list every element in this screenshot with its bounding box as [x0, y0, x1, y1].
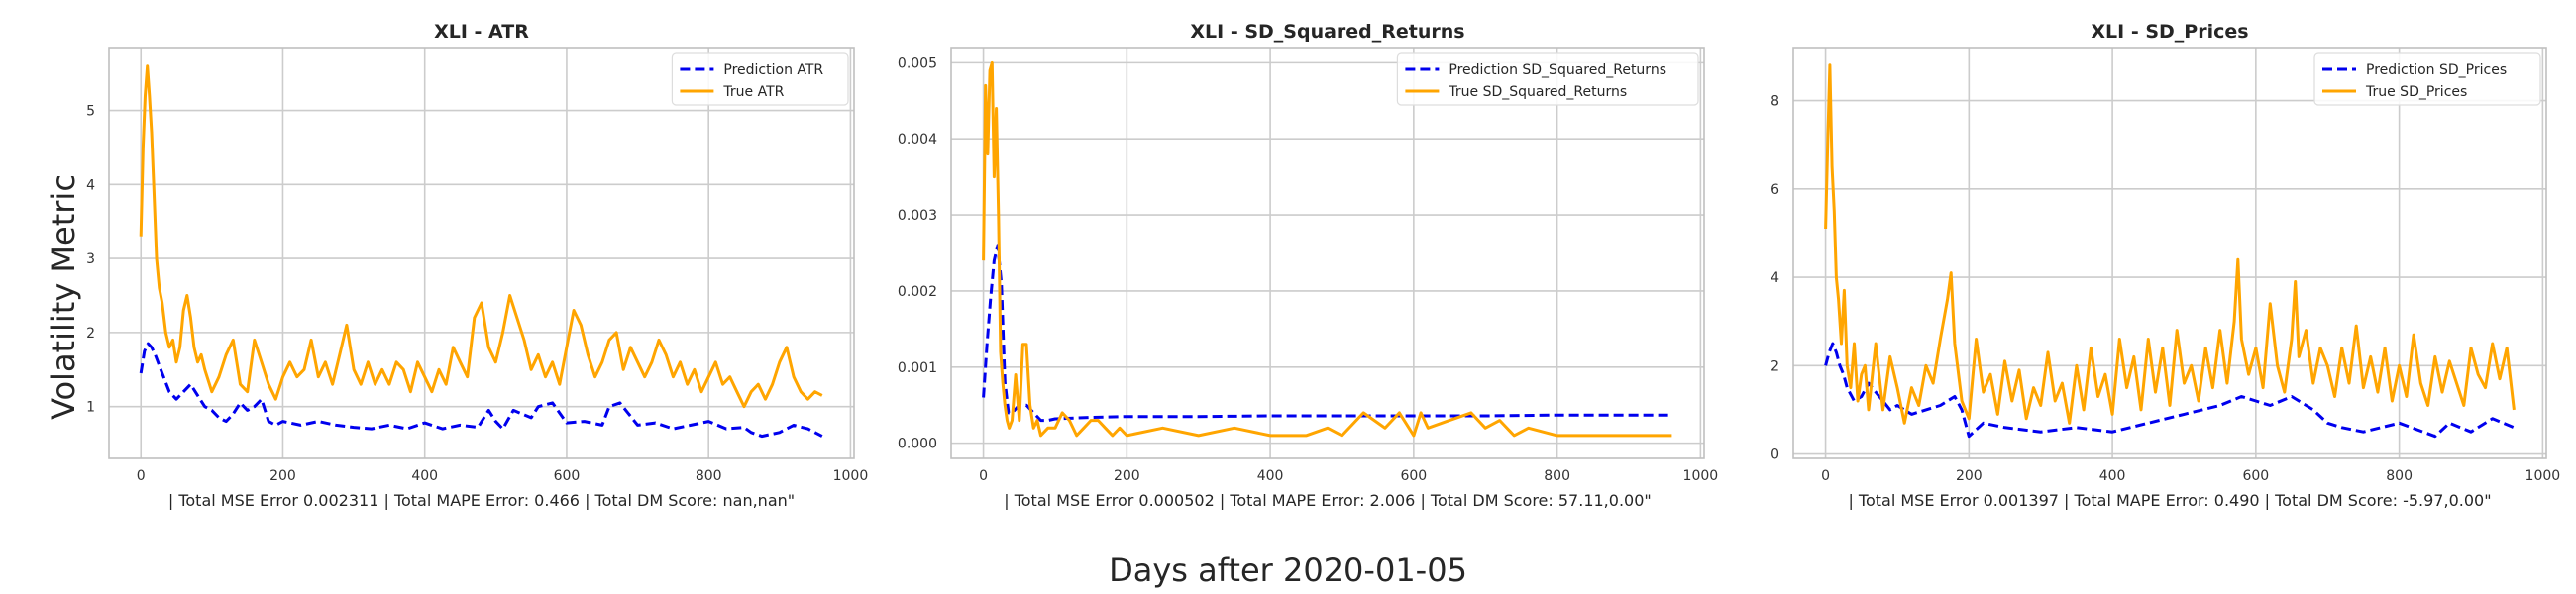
- y-tick-label: 0.003: [898, 208, 937, 224]
- y-tick-label: 8: [1771, 94, 1779, 110]
- legend-label: Prediction SD_Squared_Returns: [1449, 62, 1666, 78]
- chart-metrics-label: | Total MSE Error 0.001397 | Total MAPE …: [1848, 491, 2491, 510]
- series-line-true-atr: [139, 64, 823, 409]
- x-tick-label: 200: [1114, 468, 1140, 484]
- y-tick-label: 0.001: [898, 360, 937, 376]
- y-tick-label: 4: [86, 177, 95, 193]
- y-tick-label: 5: [86, 104, 95, 120]
- y-tick-label: 0.005: [898, 55, 937, 71]
- x-tick-label: 400: [1257, 468, 1284, 484]
- y-tick-label: 1: [86, 400, 95, 416]
- x-tick-label: 200: [1956, 468, 1983, 484]
- plot-frame: [950, 47, 1705, 459]
- legend-label: True SD_Squared_Returns: [1448, 84, 1627, 100]
- series-line-true-sd-prices: [1824, 63, 2516, 425]
- plot-area: [951, 48, 1704, 458]
- figure-x-label: Days after 2020-01-05: [1109, 551, 1467, 589]
- legend-box: [671, 52, 849, 106]
- x-tick-label: 400: [2099, 468, 2126, 484]
- x-tick-label: 600: [2242, 468, 2269, 484]
- chart-metrics-label: | Total MSE Error 0.000502 | Total MAPE …: [1004, 491, 1652, 510]
- x-tick-label: 800: [696, 468, 722, 484]
- x-tick-label: 0: [137, 468, 146, 484]
- y-tick-label: 0: [1771, 447, 1779, 463]
- y-tick-label: 3: [86, 251, 95, 267]
- legend-box: [2313, 52, 2541, 106]
- y-tick-label: 2: [1771, 358, 1779, 374]
- chart-panel-sd-prices: 0 200 400 600 800 1000 0 2 4 6 8 XLI - SD_Prices | T…: [1771, 21, 2560, 510]
- x-tick-label: 200: [269, 468, 296, 484]
- legend-label: True ATR: [722, 84, 784, 100]
- series-line-prediction-sd-prices: [1824, 342, 2515, 439]
- y-tick-label: 4: [1771, 270, 1779, 286]
- figure-y-label: Volatility Metric: [45, 174, 82, 420]
- x-tick-label: 1000: [833, 468, 869, 484]
- legend-label: True SD_Prices: [2365, 84, 2467, 100]
- chart-title: XLI - ATR: [434, 21, 529, 43]
- series-line-true-sd-squared-returns: [982, 60, 1672, 438]
- x-tick-label: 1000: [1683, 468, 1719, 484]
- legend-label: Prediction ATR: [723, 62, 823, 78]
- y-tick-label: 6: [1771, 182, 1779, 198]
- x-tick-label: 400: [411, 468, 438, 484]
- y-tick-label: 0.004: [898, 132, 937, 148]
- x-tick-label: 800: [2386, 468, 2413, 484]
- x-tick-label: 0: [979, 468, 988, 484]
- chart-metrics-label: | Total MSE Error 0.002311 | Total MAPE …: [168, 491, 795, 510]
- legend-label: Prediction SD_Prices: [2366, 62, 2507, 78]
- x-tick-label: 1000: [2525, 468, 2561, 484]
- x-tick-label: 800: [1544, 468, 1570, 484]
- plot-frame: [1792, 47, 2547, 459]
- legend-box: [1396, 52, 1699, 106]
- legend: Prediction SD_Prices True SD_Prices: [2313, 52, 2541, 106]
- chart-panel-sd-squared-returns: 0 200 400 600 800 1000 0.000 0.001 0.002 0.003 0.0…: [898, 21, 1718, 510]
- chart-panel-atr: 0 200 400 600 800 1000 1 2 3 4 5 XLI - ATR | Total M…: [86, 21, 868, 510]
- y-tick-label: 0.002: [898, 284, 937, 300]
- series-line-prediction-atr: [139, 342, 823, 439]
- y-tick-label: 2: [86, 326, 95, 342]
- x-tick-label: 600: [1400, 468, 1427, 484]
- chart-title: XLI - SD_Squared_Returns: [1190, 21, 1464, 43]
- chart-title: XLI - SD_Prices: [2091, 21, 2248, 43]
- legend: Prediction SD_Squared_Returns True SD_Squ…: [1396, 52, 1699, 106]
- legend: Prediction ATR True ATR: [671, 52, 849, 106]
- x-tick-label: 0: [1821, 468, 1830, 484]
- y-tick-label: 0.000: [898, 437, 937, 452]
- plot-area: [109, 48, 854, 458]
- plot-frame: [108, 47, 855, 459]
- x-tick-label: 600: [554, 468, 581, 484]
